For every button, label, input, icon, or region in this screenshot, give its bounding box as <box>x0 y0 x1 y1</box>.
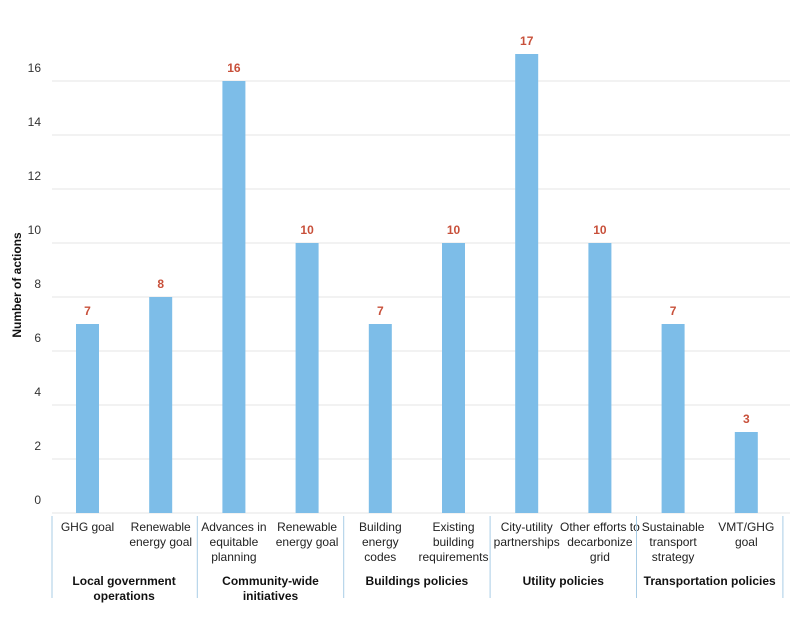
group-label-line: Buildings policies <box>366 574 469 588</box>
x-category-label-line: energy goal <box>129 535 192 549</box>
x-category-label-line: partnerships <box>494 535 560 549</box>
group-label: Buildings policies <box>366 574 469 588</box>
x-category-label-line: strategy <box>652 550 695 564</box>
x-category-label-line: transport <box>649 535 697 549</box>
bar <box>515 54 539 513</box>
bar <box>295 243 319 513</box>
bar <box>588 243 612 513</box>
bar <box>734 432 758 513</box>
x-category-label: City-utility partnerships <box>494 520 560 549</box>
x-category-label-line: energy goal <box>276 535 339 549</box>
bar <box>661 324 685 513</box>
x-category-label-line: Building <box>359 520 402 534</box>
y-tick-label: 14 <box>28 115 42 129</box>
x-category-label-line: codes <box>364 550 396 564</box>
bar <box>149 297 173 513</box>
x-category-label: Existing building requirements <box>418 520 488 564</box>
x-category-label: Sustainable transport strategy <box>642 520 705 564</box>
x-category-label-line: VMT/GHG <box>718 520 774 534</box>
group-label-line: operations <box>93 589 155 603</box>
x-category-label-line: goal <box>735 535 758 549</box>
group-label: Local government operations <box>72 574 175 603</box>
group-separators <box>51 516 784 598</box>
x-category-label-line: planning <box>211 550 256 564</box>
y-axis-title: Number of actions <box>10 232 24 338</box>
x-category-label-line: Existing <box>432 520 474 534</box>
x-category-label-line: building <box>433 535 474 549</box>
grid-lines <box>52 80 790 514</box>
x-category-label-line: requirements <box>418 550 488 564</box>
bar-value-label: 10 <box>447 223 461 237</box>
group-label: Utility policies <box>523 574 605 588</box>
x-category-label-line: decarbonize <box>567 535 633 549</box>
x-category-label-line: City-utility <box>501 520 553 534</box>
bar-value-label: 7 <box>84 304 91 318</box>
x-category-label-line: energy <box>362 535 399 549</box>
y-tick-label: 2 <box>34 439 41 453</box>
y-axis-ticks: 0 2 4 6 8 10 12 14 16 <box>28 61 42 507</box>
bar-value-label: 10 <box>593 223 607 237</box>
bar-value-label: 7 <box>670 304 677 318</box>
x-category-label: Other efforts to decarbonize grid <box>560 520 640 564</box>
bar <box>368 324 392 513</box>
y-tick-label: 12 <box>28 169 42 183</box>
bar <box>76 324 99 513</box>
x-category-label-line: Renewable <box>131 520 191 534</box>
y-tick-label: 16 <box>28 61 42 75</box>
y-tick-label: 6 <box>34 331 41 345</box>
x-category-label: GHG goal <box>61 520 114 534</box>
x-category-label-line: Advances in <box>201 520 266 534</box>
bar-value-label: 3 <box>743 412 750 426</box>
y-tick-label: 4 <box>34 385 41 399</box>
x-category-label-line: Renewable <box>277 520 337 534</box>
x-category-label-line: equitable <box>210 535 259 549</box>
x-category-label-line: Other efforts to <box>560 520 640 534</box>
group-labels: Local government operations Community-wide… <box>72 574 776 603</box>
y-tick-label: 10 <box>28 223 42 237</box>
group-label-line: Transportation policies <box>644 574 776 588</box>
x-category-label-line: grid <box>590 550 610 564</box>
data-labels: 7 8 16 10 7 10 17 10 7 3 <box>84 34 750 426</box>
y-tick-label: 0 <box>34 493 41 507</box>
group-label-line: initiatives <box>243 589 299 603</box>
x-category-label: Building energy codes <box>359 520 402 564</box>
bars <box>76 54 758 513</box>
bar-value-label: 16 <box>227 61 241 75</box>
x-category-label: VMT/GHG goal <box>718 520 774 549</box>
x-category-label: Renewable energy goal <box>129 520 192 549</box>
group-label-line: Utility policies <box>523 574 605 588</box>
group-label: Transportation policies <box>644 574 776 588</box>
y-tick-label: 8 <box>34 277 41 291</box>
x-category-label-line: Sustainable <box>642 520 705 534</box>
group-label-line: Local government <box>72 574 175 588</box>
group-label: Community-wide initiatives <box>222 574 319 603</box>
x-category-label: Advances in equitable planning <box>201 520 266 564</box>
bar <box>442 243 465 513</box>
x-category-label-line: GHG goal <box>61 520 114 534</box>
bar <box>222 81 246 513</box>
bar-value-label: 7 <box>377 304 384 318</box>
x-category-label: Renewable energy goal <box>276 520 339 549</box>
group-label-line: Community-wide <box>222 574 319 588</box>
bar-value-label: 17 <box>520 34 534 48</box>
bar-value-label: 8 <box>157 277 164 291</box>
bar-value-label: 10 <box>300 223 314 237</box>
